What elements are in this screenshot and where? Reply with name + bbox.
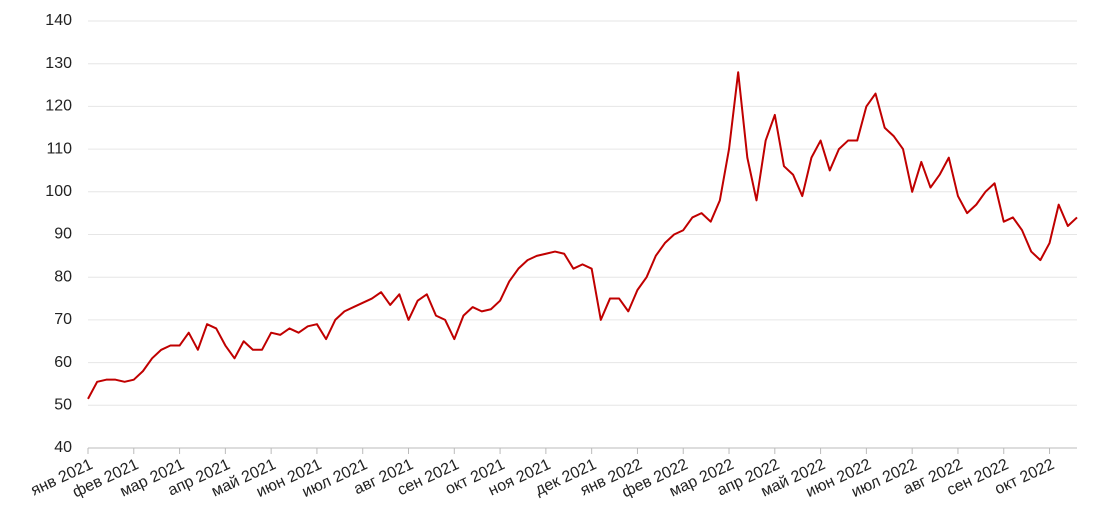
price-line (87, 71, 1078, 400)
y-tick-label: 50 (54, 397, 72, 414)
y-tick-label: 60 (54, 354, 72, 371)
y-tick-label: 80 (54, 268, 72, 285)
y-tick-label: 120 (45, 98, 72, 115)
y-tick-label: 130 (45, 55, 72, 72)
y-tick-label: 110 (46, 140, 72, 157)
y-tick-label: 100 (45, 183, 72, 200)
y-tick-label: 40 (54, 439, 72, 456)
y-tick-label: 70 (54, 311, 72, 328)
y-tick-label: 140 (45, 12, 72, 29)
y-tick-label: 90 (54, 226, 72, 243)
